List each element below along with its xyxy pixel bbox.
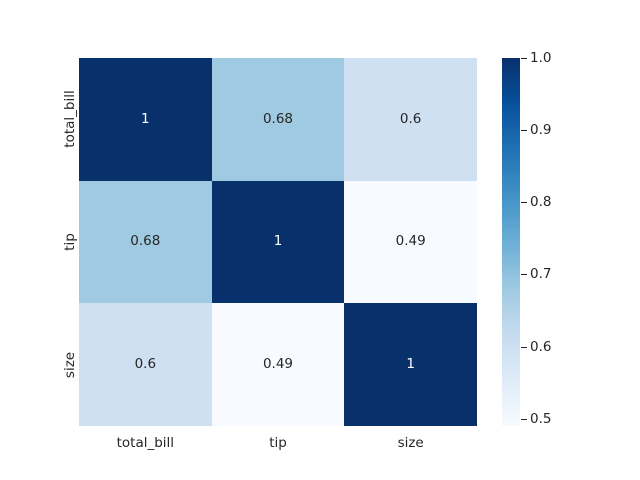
colorbar-tick-mark-0.9 <box>521 130 527 132</box>
colorbar-tick-label-0.9: 0.9 <box>530 122 552 139</box>
heatmap-cell-total_bill-size: 0.6 <box>344 58 477 181</box>
colorbar <box>502 58 520 426</box>
colorbar-tick-label-0.7: 0.7 <box>530 266 552 283</box>
heatmap-cell-tip-size: 0.49 <box>344 180 477 304</box>
heatmap-cell-total_bill-total_bill: 1 <box>79 58 212 181</box>
x-tick-label-size: size <box>397 435 424 451</box>
colorbar-tick-mark-0.5 <box>521 418 527 420</box>
heatmap-cell-tip-total_bill: 0.68 <box>79 180 212 304</box>
colorbar-tick-mark-0.8 <box>521 202 527 204</box>
colorbar-tick-label-1.0: 1.0 <box>530 50 552 66</box>
heatmap-cell-size-size: 1 <box>344 303 477 426</box>
colorbar-tick-mark-0.6 <box>521 346 527 348</box>
colorbar-tick-label-0.6: 0.6 <box>530 338 552 355</box>
colorbar-tick-mark-1.0 <box>521 58 527 59</box>
colorbar-tick-label-0.5: 0.5 <box>530 410 552 427</box>
y-tick-label-size: size <box>62 351 78 378</box>
x-tick-label-total_bill: total_bill <box>116 435 175 451</box>
colorbar-tick-label-0.8: 0.8 <box>530 194 552 211</box>
heatmap-cell-total_bill-tip: 0.68 <box>211 58 345 181</box>
colorbar-tick-mark-0.7 <box>521 274 527 276</box>
heatmap-cell-tip-tip: 1 <box>211 180 345 304</box>
heatmap-cell-size-tip: 0.49 <box>211 303 345 426</box>
y-tick-label-tip: tip <box>62 233 78 251</box>
x-tick-label-tip: tip <box>269 435 287 451</box>
heatmap: 1 0.68 0.6 0.68 1 0.49 0.6 0.49 1 <box>79 58 477 426</box>
y-tick-label-total_bill: total_bill <box>62 90 78 149</box>
heatmap-cell-size-total_bill: 0.6 <box>79 303 212 426</box>
